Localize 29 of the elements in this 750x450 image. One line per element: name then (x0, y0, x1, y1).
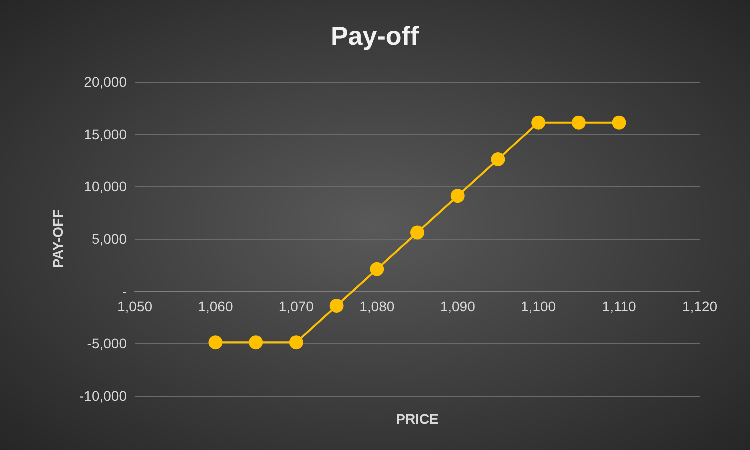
x-tick-label: 1,050 (117, 298, 153, 314)
x-tick-label: 1,090 (440, 298, 476, 314)
point (208, 336, 223, 350)
y-axis-title: PAY-OFF (50, 209, 66, 268)
point (532, 116, 546, 130)
point (491, 152, 506, 166)
x-tick-label: 1,110 (602, 298, 636, 314)
point (572, 116, 586, 130)
y-tick-label: -10,000 (80, 388, 128, 404)
point (612, 116, 626, 130)
x-tick-label: 1,070 (278, 298, 314, 314)
y-tick-label: 5,000 (92, 231, 128, 247)
point (289, 336, 304, 350)
y-tick-label: -5,000 (87, 336, 128, 352)
x-tick-label: 1,080 (360, 298, 395, 314)
point (330, 298, 344, 313)
y-tick-label: 10,000 (84, 178, 128, 195)
point (450, 189, 465, 204)
x-tick-label: 1,060 (198, 298, 234, 314)
point (370, 262, 384, 276)
point (249, 336, 264, 350)
y-tick-label: 15,000 (84, 126, 128, 142)
chart-title: Pay-off (330, 21, 420, 51)
y-tick-label: 20,000 (84, 74, 128, 90)
x-axis-title: PRICE (396, 411, 439, 427)
x-tick-label: 1,100 (521, 298, 556, 314)
x-tick-label: 1,120 (682, 298, 718, 314)
point (410, 226, 424, 240)
y-tick-label: - (122, 283, 128, 300)
